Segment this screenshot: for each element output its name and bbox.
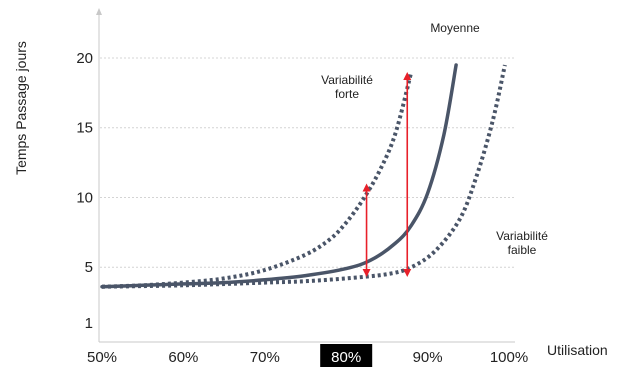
y-axis-label: Temps Passage jours bbox=[13, 41, 29, 175]
x-tick-label: 70% bbox=[250, 349, 280, 366]
y-tick-label: 20 bbox=[76, 50, 93, 67]
series-line-1 bbox=[101, 71, 414, 289]
y-axis-arrow bbox=[96, 8, 102, 15]
x-tick-label: 50% bbox=[87, 349, 117, 366]
chart-arrows bbox=[362, 71, 412, 277]
x-tick-label: 80% bbox=[331, 349, 361, 366]
series-line-3 bbox=[101, 64, 507, 289]
x-tick-label: 90% bbox=[413, 349, 443, 366]
x-tick-label: 60% bbox=[168, 349, 198, 366]
chart-series bbox=[100, 63, 507, 289]
chart-annotations: Moyenne Variabilité forte Variabilité faible bbox=[321, 21, 548, 257]
x-axis-label: Utilisation bbox=[547, 342, 608, 358]
annotation-moyenne: Moyenne bbox=[430, 21, 480, 35]
double-arrow-1 bbox=[362, 183, 371, 277]
x-tick-labels: 50% 60% 70% 80% 90% 100% bbox=[87, 344, 528, 367]
y-tick-label: 15 bbox=[76, 120, 93, 137]
double-arrow-2 bbox=[403, 71, 412, 277]
y-tick-label: 5 bbox=[85, 259, 93, 276]
series-line-2 bbox=[100, 63, 458, 289]
annotation-variabilite-faible: Variabilité faible bbox=[496, 229, 548, 257]
x-tick-label: 100% bbox=[490, 349, 528, 366]
y-tick-label: 1 bbox=[85, 315, 93, 332]
y-tick-label: 10 bbox=[76, 189, 93, 206]
annotation-variabilite-forte: Variabilité forte bbox=[321, 73, 373, 101]
x-tick-highlight bbox=[320, 344, 373, 367]
